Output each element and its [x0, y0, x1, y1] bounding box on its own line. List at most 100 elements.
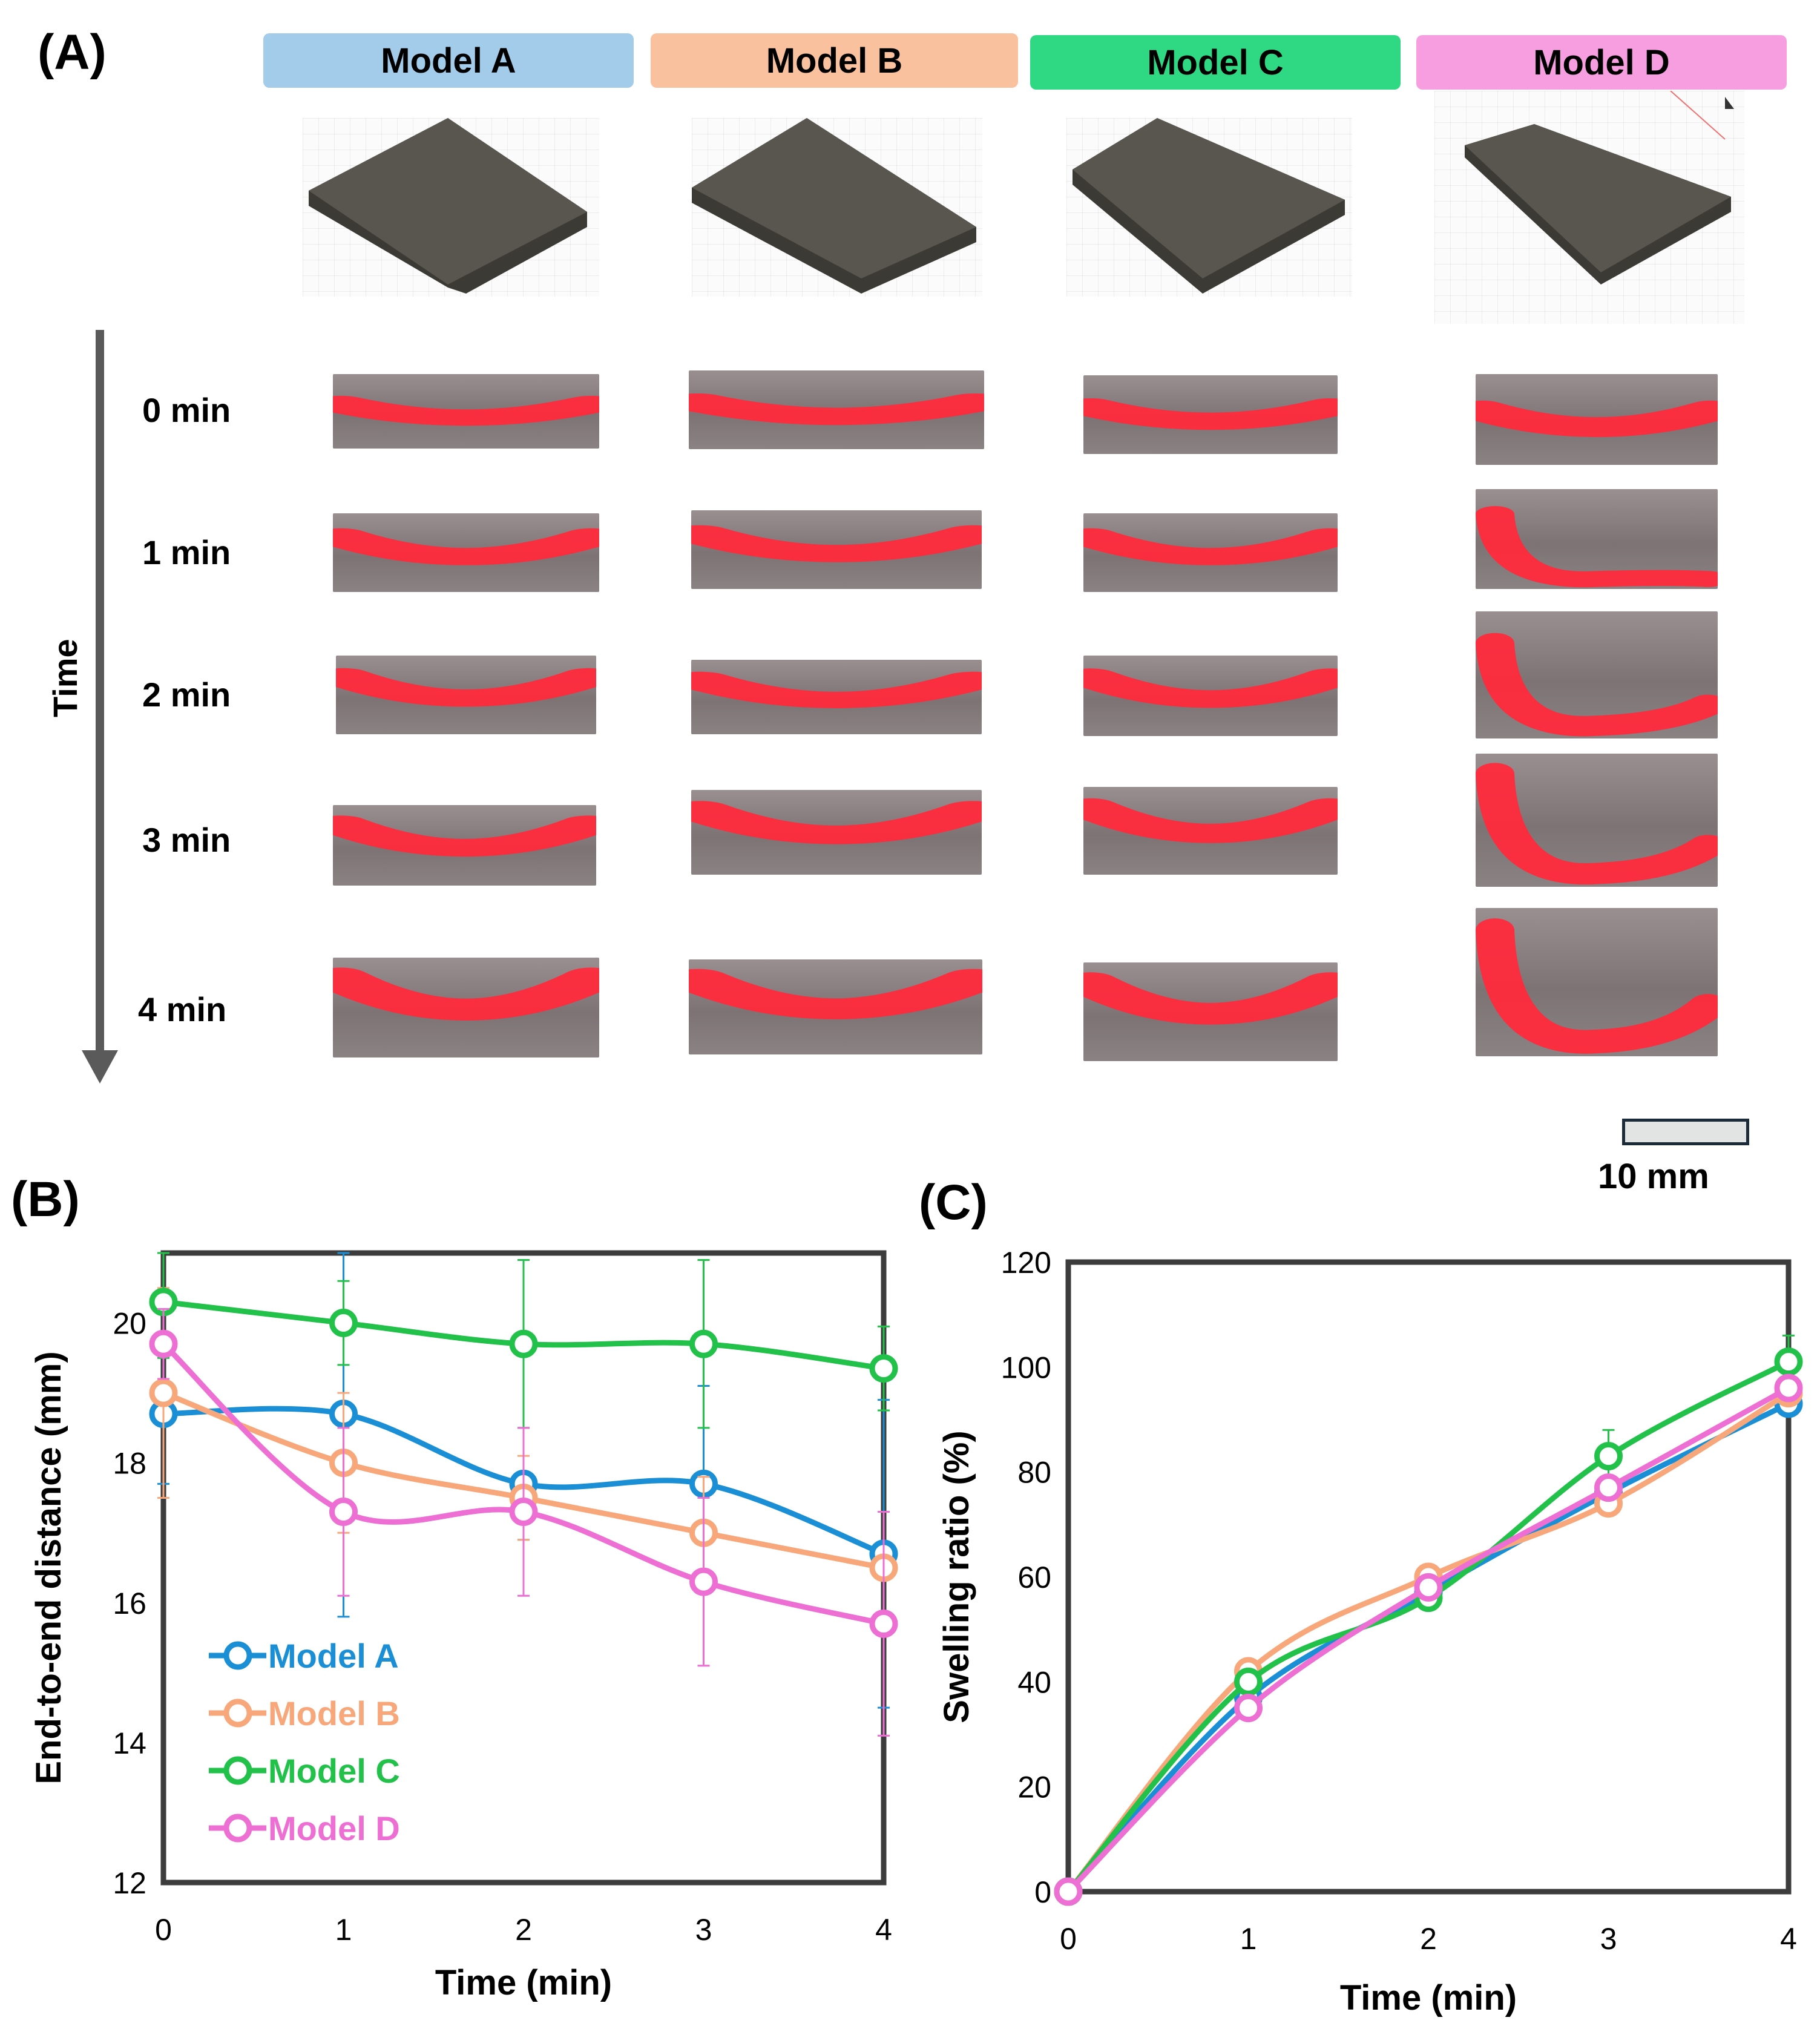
series-model-a	[1054, 1389, 1803, 1906]
photo-model-c-2min	[1083, 656, 1338, 736]
plot-frame	[1065, 1259, 1792, 1895]
photo-model-a-1min	[333, 513, 599, 592]
data-point	[869, 1609, 898, 1638]
data-point	[1594, 1473, 1623, 1502]
panel-c-label: (C)	[919, 1175, 988, 1230]
x-tick-label: 1	[335, 1913, 352, 1947]
swelling-ratio-chart: 0 20 40 60 80 100 120 0 1 2 3 4 Time (min) Swelling r…	[937, 1246, 1803, 2018]
photo-model-a-4min	[333, 958, 599, 1057]
data-point	[689, 1567, 718, 1596]
legend-item-model-a: Model A	[209, 1637, 399, 1675]
model-a-cad-render	[303, 118, 599, 297]
photo-model-b-0min	[689, 370, 984, 449]
y-tick-label: 14	[113, 1726, 146, 1760]
legend-label: Model C	[268, 1752, 400, 1790]
legend-item-model-d: Model D	[209, 1809, 400, 1847]
time-axis-label: Time	[46, 639, 84, 717]
y-tick-label: 16	[113, 1587, 146, 1620]
legend-label: Model D	[268, 1809, 400, 1847]
x-tick-label: 0	[1060, 1922, 1077, 1956]
legend-item-model-c: Model C	[209, 1752, 400, 1790]
series-line	[1066, 1401, 1790, 1894]
data-point	[1774, 1347, 1803, 1376]
data-point	[329, 1498, 358, 1527]
data-point	[1234, 1694, 1263, 1723]
panel-a-label: (A)	[38, 25, 107, 80]
legend-marker	[223, 1641, 252, 1670]
x-tick-label: 2	[1420, 1922, 1437, 1956]
x-tick-label: 2	[515, 1913, 532, 1947]
y-tick-label: 20	[1017, 1771, 1051, 1804]
y-tick-label: 100	[1001, 1350, 1051, 1384]
x-tick-label: 0	[155, 1913, 172, 1947]
photo-model-a-0min	[333, 374, 599, 449]
photo-model-c-1min	[1083, 513, 1338, 592]
scale-bar	[1622, 1119, 1749, 1145]
photo-model-c-4min	[1083, 962, 1338, 1061]
data-point	[149, 1329, 178, 1358]
photo-model-d-2min	[1476, 611, 1718, 738]
y-tick-label: 80	[1017, 1456, 1051, 1490]
series-model-d	[149, 1307, 898, 1737]
time-arrow	[82, 330, 118, 1084]
data-point	[1774, 1373, 1803, 1403]
data-point	[689, 1329, 718, 1358]
model-a-header: Model A	[263, 33, 634, 88]
panel-b-label: (B)	[11, 1172, 80, 1227]
photo-model-d-4min	[1476, 908, 1718, 1056]
photo-model-a-2min	[336, 656, 596, 734]
data-point	[329, 1309, 358, 1338]
data-point	[509, 1498, 538, 1527]
series-model-b	[1054, 1379, 1803, 1906]
scale-bar-label: 10 mm	[1598, 1157, 1709, 1196]
x-tick-label: 3	[695, 1913, 712, 1947]
series-model-c	[149, 1252, 898, 1429]
model-b-cad-render	[692, 118, 982, 297]
y-axis-label: Swelling ratio (%)	[937, 1430, 976, 1723]
y-tick-label: 0	[1034, 1875, 1051, 1909]
x-axis-label: Time (min)	[1340, 1978, 1517, 2018]
time-label-0: 0 min	[142, 391, 231, 429]
y-tick-label: 120	[1001, 1246, 1051, 1280]
photo-model-d-1min	[1476, 489, 1718, 589]
photo-model-b-1min	[691, 510, 982, 589]
x-tick-label: 4	[1780, 1922, 1797, 1956]
y-tick-label: 60	[1017, 1561, 1051, 1594]
legend-marker	[223, 1699, 252, 1728]
x-tick-label: 3	[1600, 1922, 1617, 1956]
photo-model-b-4min	[689, 959, 982, 1054]
legend-marker	[223, 1814, 252, 1843]
y-axis-label: End-to-end distance (mm)	[29, 1351, 68, 1784]
series-line	[1066, 1359, 1790, 1893]
data-point	[869, 1354, 898, 1383]
data-point	[1414, 1573, 1443, 1602]
data-point	[149, 1378, 178, 1407]
x-tick-label: 1	[1240, 1922, 1257, 1956]
time-label-2: 2 min	[142, 676, 231, 714]
y-tick-label: 18	[113, 1447, 146, 1481]
legend-item-model-b: Model B	[209, 1694, 400, 1732]
model-d-header: Model D	[1416, 35, 1787, 90]
photo-model-b-3min	[691, 790, 982, 875]
model-d-cad-render	[1434, 90, 1744, 324]
y-tick-label: 40	[1017, 1665, 1051, 1699]
photo-model-b-2min	[691, 660, 982, 734]
legend-label: Model A	[268, 1637, 399, 1675]
legend-label: Model B	[268, 1694, 400, 1732]
time-label-3: 3 min	[142, 821, 231, 859]
model-c-header: Model C	[1030, 35, 1401, 90]
x-axis-label: Time (min)	[435, 1963, 612, 2002]
photo-model-d-3min	[1476, 754, 1718, 887]
photo-model-a-3min	[333, 805, 596, 886]
y-tick-label: 12	[113, 1866, 146, 1900]
data-point	[1594, 1442, 1623, 1471]
data-point	[1054, 1877, 1083, 1906]
series-model-d	[1054, 1373, 1803, 1906]
legend-marker	[223, 1756, 252, 1785]
series-model-c	[1054, 1334, 1803, 1906]
time-label-4: 4 min	[138, 990, 227, 1028]
series-line	[1066, 1390, 1790, 1893]
data-point	[1234, 1667, 1263, 1696]
y-tick-label: 20	[113, 1307, 146, 1341]
